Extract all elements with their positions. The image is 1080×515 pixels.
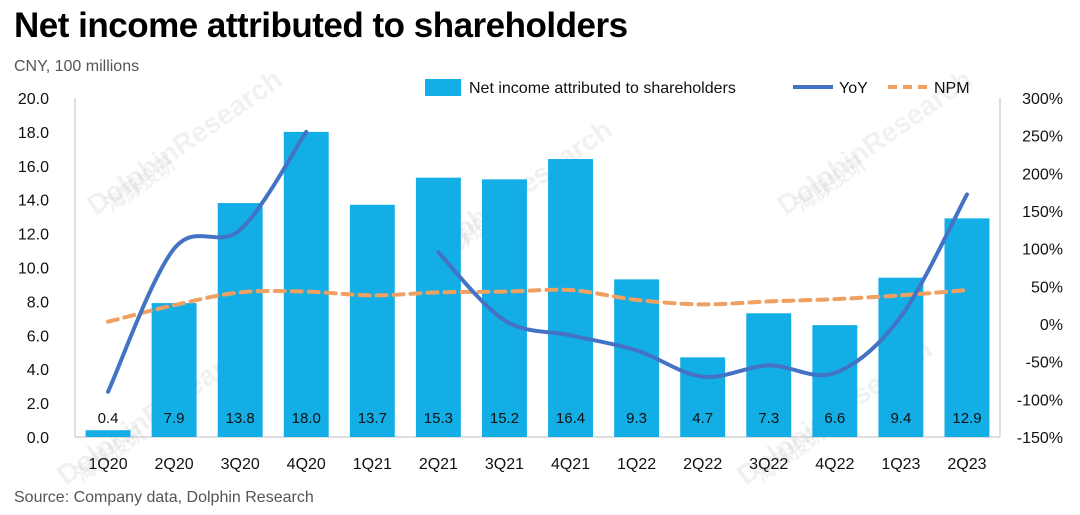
left-tick-label: 20.0 [18, 91, 49, 108]
chart-source: Source: Company data, Dolphin Research [14, 489, 314, 506]
x-tick-label: 1Q22 [617, 456, 656, 473]
bar-2Q20 [151, 303, 197, 437]
bar-value-label: 12.9 [952, 410, 981, 427]
legend-swatch-bar [425, 79, 461, 96]
left-tick-label: 4.0 [27, 362, 49, 379]
data-labels: 0.4 7.9 13.8 18.0 13.7 15.3 15.2 16.4 9.3 4.7 7.3 6… [98, 410, 982, 427]
bar-value-label: 13.8 [226, 410, 255, 427]
npm-line [106, 287, 969, 324]
bar-value-label: 7.3 [758, 410, 779, 427]
right-tick-label: 300% [1022, 91, 1063, 108]
x-tick-label: 3Q21 [485, 456, 524, 473]
right-tick-label: -150% [1017, 430, 1063, 447]
bar-value-label: 18.0 [292, 410, 321, 427]
right-tick-label: 100% [1022, 242, 1063, 259]
yoy-line [106, 129, 309, 394]
x-tick-label: 2Q20 [155, 456, 194, 473]
bar-value-label: 9.4 [890, 410, 911, 427]
bar-3Q22 [746, 313, 792, 437]
bar-4Q20 [283, 131, 329, 437]
bar-1Q20 [85, 430, 131, 437]
left-tick-label: 8.0 [27, 294, 49, 311]
lines [106, 129, 969, 394]
bar-value-label: 16.4 [556, 410, 585, 427]
left-tick-label: 6.0 [27, 328, 49, 345]
left-tick-label: 10.0 [18, 261, 49, 278]
legend-label-yoy: YoY [839, 80, 868, 97]
legend: Net income attributed to shareholders YoY… [425, 79, 970, 97]
bar-value-label: 9.3 [626, 410, 647, 427]
axes: 0.0 2.0 4.0 6.0 8.0 10.0 12.0 14.0 16.0 18.0 20.0 -… [18, 91, 1063, 473]
x-tick-label: 1Q21 [353, 456, 392, 473]
bars [85, 131, 990, 438]
bar-value-label: 6.6 [824, 410, 845, 427]
right-tick-label: 250% [1022, 129, 1063, 146]
bar-4Q21 [548, 159, 593, 437]
legend-label-bar: Net income attributed to shareholders [469, 80, 736, 97]
right-tick-label: 0% [1040, 317, 1063, 334]
x-tick-label: 1Q23 [881, 456, 920, 473]
x-tick-label: 3Q20 [221, 456, 260, 473]
bar-value-label: 15.2 [490, 410, 519, 427]
bar-2Q21 [415, 177, 461, 438]
x-tick-label: 2Q22 [683, 456, 722, 473]
x-tick-label: 1Q20 [88, 456, 127, 473]
right-tick-label: 50% [1031, 279, 1063, 296]
left-tick-label: 16.0 [18, 159, 49, 176]
x-tick-label: 4Q20 [287, 456, 326, 473]
right-tick-label: -100% [1017, 392, 1063, 409]
bar-value-label: 4.7 [692, 410, 713, 427]
left-tick-label: 12.0 [18, 227, 49, 244]
yoy-line [436, 192, 969, 380]
x-tick-label: 3Q22 [749, 456, 788, 473]
chart-title: Net income attributed to shareholders [14, 6, 628, 45]
left-tick-label: 14.0 [18, 193, 49, 210]
legend-label-npm: NPM [934, 80, 970, 97]
bar-2Q22 [680, 357, 726, 437]
x-tick-label: 2Q21 [419, 456, 458, 473]
bar-2Q23 [944, 218, 990, 437]
bar-value-label: 13.7 [358, 410, 387, 427]
left-tick-label: 2.0 [27, 396, 49, 413]
bar-4Q22 [812, 325, 858, 437]
bar-value-label: 15.3 [424, 410, 453, 427]
bar-1Q21 [349, 204, 395, 437]
chart-subtitle: CNY, 100 millions [14, 58, 140, 75]
right-tick-label: 150% [1022, 204, 1063, 221]
bar-1Q23 [878, 277, 924, 437]
x-tick-label: 4Q21 [551, 456, 590, 473]
bar-3Q20 [217, 203, 263, 437]
right-tick-label: -50% [1026, 355, 1063, 372]
x-tick-label: 2Q23 [947, 456, 986, 473]
right-tick-label: 200% [1022, 166, 1063, 183]
left-tick-label: 0.0 [27, 430, 49, 447]
bar-value-label: 0.4 [98, 410, 119, 427]
left-tick-label: 18.0 [18, 125, 49, 142]
x-tick-label: 4Q22 [815, 456, 854, 473]
bar-value-label: 7.9 [164, 410, 185, 427]
